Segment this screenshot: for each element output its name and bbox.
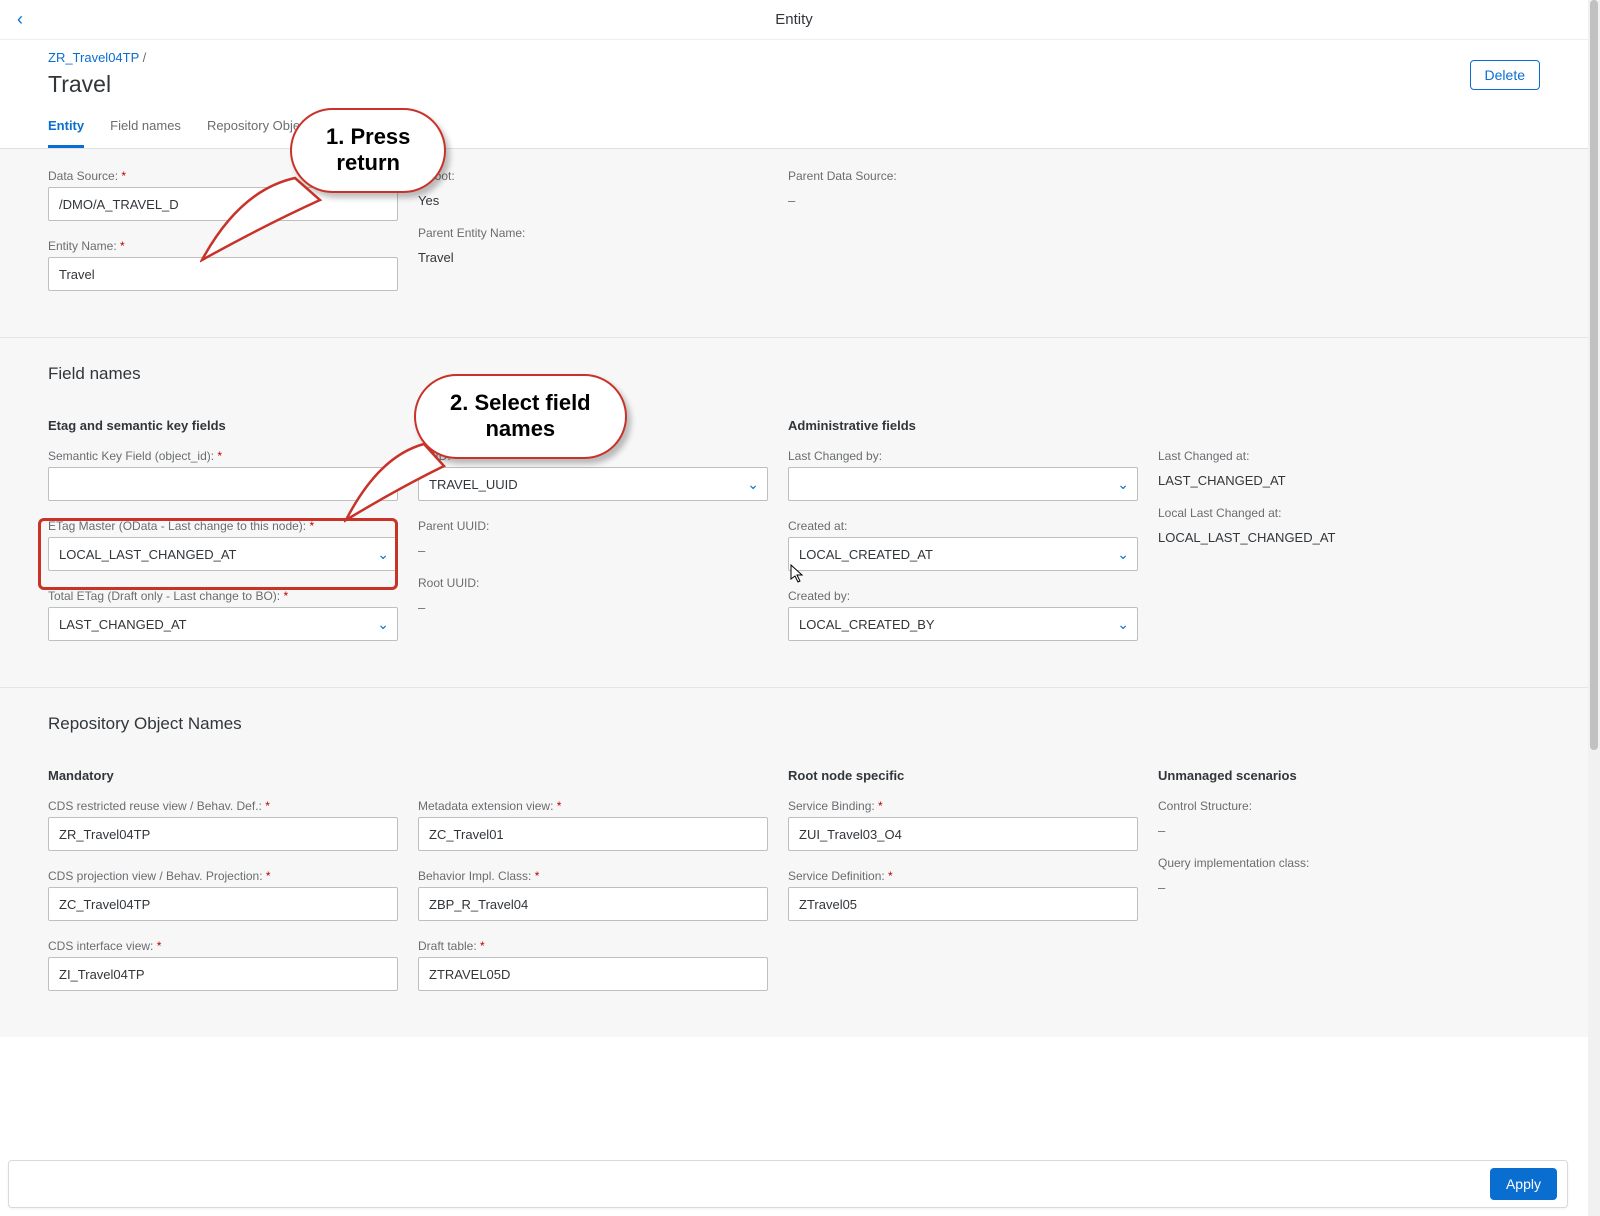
group-unmanaged-title: Unmanaged scenarios	[1158, 768, 1540, 783]
parent-uuid-label: Parent UUID:	[418, 519, 768, 533]
root-uuid-value: –	[418, 594, 768, 615]
query-impl-label: Query implementation class:	[1158, 856, 1540, 870]
total-etag-label: Total ETag (Draft only - Last change to …	[48, 589, 398, 603]
footer-bar: Apply	[8, 1160, 1568, 1208]
last-changed-at-label: Last Changed at:	[1158, 449, 1540, 463]
back-button[interactable]: ‹	[0, 9, 40, 30]
chevron-down-icon: ⌄	[747, 476, 759, 493]
chevron-down-icon: ⌄	[1117, 476, 1129, 493]
object-title: Travel	[48, 71, 1540, 98]
breadcrumb-sep: /	[143, 50, 147, 65]
total-etag-value: LAST_CHANGED_AT	[59, 617, 187, 632]
delete-button[interactable]: Delete	[1470, 60, 1540, 90]
service-binding-input[interactable]	[788, 817, 1138, 851]
cds-interface-input[interactable]	[48, 957, 398, 991]
metadata-ext-label: Metadata extension view:	[418, 799, 768, 813]
root-uuid-label: Root UUID:	[418, 576, 768, 590]
parent-entity-name-value: Travel	[418, 244, 768, 265]
is-root-label: Is root:	[418, 169, 768, 183]
created-at-dropdown[interactable]: LOCAL_CREATED_AT ⌄	[788, 537, 1138, 571]
metadata-ext-input[interactable]	[418, 817, 768, 851]
service-def-label: Service Definition:	[788, 869, 1138, 883]
service-def-input[interactable]	[788, 887, 1138, 921]
parent-entity-name-label: Parent Entity Name:	[418, 226, 768, 240]
annotation-callout-2: 2. Select field names	[414, 374, 627, 459]
draft-table-label: Draft table:	[418, 939, 768, 953]
annotation-highlight-box	[38, 518, 398, 590]
chevron-down-icon: ⌄	[377, 616, 389, 633]
uuid-dropdown[interactable]: TRAVEL_UUID ⌄	[418, 467, 768, 501]
parent-data-source-value: –	[788, 187, 1138, 208]
chevron-down-icon: ⌄	[1117, 546, 1129, 563]
apply-button[interactable]: Apply	[1490, 1168, 1557, 1200]
total-etag-dropdown[interactable]: LAST_CHANGED_AT ⌄	[48, 607, 398, 641]
created-at-label: Created at:	[788, 519, 1138, 533]
cds-interface-label: CDS interface view:	[48, 939, 398, 953]
parent-uuid-value: –	[418, 537, 768, 558]
query-impl-value: –	[1158, 874, 1540, 895]
vertical-scrollbar[interactable]	[1588, 0, 1600, 1216]
breadcrumb: ZR_Travel04TP /	[48, 50, 1540, 65]
created-by-dropdown[interactable]: LOCAL_CREATED_BY ⌄	[788, 607, 1138, 641]
annotation-callout-1: 1. Press return	[290, 108, 446, 193]
control-struct-label: Control Structure:	[1158, 799, 1540, 813]
local-last-changed-at-label: Local Last Changed at:	[1158, 506, 1540, 520]
breadcrumb-root[interactable]: ZR_Travel04TP	[48, 50, 139, 65]
created-at-value: LOCAL_CREATED_AT	[799, 547, 933, 562]
behavior-impl-label: Behavior Impl. Class:	[418, 869, 768, 883]
last-changed-at-value: LAST_CHANGED_AT	[1158, 467, 1540, 488]
group-rootnode-title: Root node specific	[788, 768, 1138, 783]
scrollbar-thumb[interactable]	[1590, 0, 1598, 750]
repo-section-title: Repository Object Names	[48, 714, 1540, 734]
last-changed-by-dropdown[interactable]: ⌄	[788, 467, 1138, 501]
chevron-down-icon: ⌄	[1117, 616, 1129, 633]
cds-restricted-input[interactable]	[48, 817, 398, 851]
service-binding-label: Service Binding:	[788, 799, 1138, 813]
page-title: Entity	[40, 11, 1548, 28]
group-etag-title: Etag and semantic key fields	[48, 418, 398, 433]
cds-projection-label: CDS projection view / Behav. Projection:	[48, 869, 398, 883]
group-mandatory-title: Mandatory	[48, 768, 398, 783]
cds-restricted-label: CDS restricted reuse view / Behav. Def.:	[48, 799, 398, 813]
group-admin-title: Administrative fields	[788, 418, 1138, 433]
created-by-value: LOCAL_CREATED_BY	[799, 617, 935, 632]
tab-field-names[interactable]: Field names	[110, 112, 181, 148]
local-last-changed-at-value: LOCAL_LAST_CHANGED_AT	[1158, 524, 1540, 545]
created-by-label: Created by:	[788, 589, 1138, 603]
cds-projection-input[interactable]	[48, 887, 398, 921]
is-root-value: Yes	[418, 187, 768, 208]
parent-data-source-label: Parent Data Source:	[788, 169, 1138, 183]
last-changed-by-label: Last Changed by:	[788, 449, 1138, 463]
control-struct-value: –	[1158, 817, 1540, 838]
field-names-section-title: Field names	[48, 364, 1540, 384]
tab-entity[interactable]: Entity	[48, 112, 84, 148]
draft-table-input[interactable]	[418, 957, 768, 991]
behavior-impl-input[interactable]	[418, 887, 768, 921]
